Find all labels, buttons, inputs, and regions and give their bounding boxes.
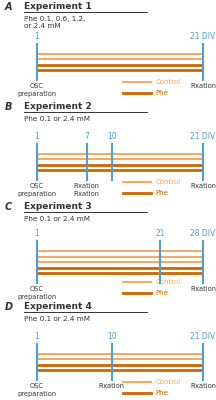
Text: B: B <box>4 102 12 112</box>
Text: Experiment 2: Experiment 2 <box>24 102 92 111</box>
Text: OSC
preparation: OSC preparation <box>17 383 56 397</box>
Text: OSC
preparation: OSC preparation <box>17 83 56 97</box>
Text: Experiment 3: Experiment 3 <box>24 202 92 211</box>
Text: Experiment 1: Experiment 1 <box>24 2 92 11</box>
Text: Control: Control <box>156 379 181 385</box>
Text: Control: Control <box>156 79 181 85</box>
Text: Fixation: Fixation <box>190 286 216 292</box>
Text: Phe 0.1 or 2.4 mM: Phe 0.1 or 2.4 mM <box>24 116 90 122</box>
Text: 1: 1 <box>34 332 39 341</box>
Text: Fixation
Fixation: Fixation Fixation <box>74 183 100 197</box>
Text: Control: Control <box>156 179 181 185</box>
Text: 10: 10 <box>107 132 116 141</box>
Text: 28 DIV: 28 DIV <box>191 229 216 238</box>
Text: Fixation: Fixation <box>190 383 216 389</box>
Text: C: C <box>4 202 11 212</box>
Text: 21 DIV: 21 DIV <box>191 32 216 41</box>
Text: 7: 7 <box>84 132 89 141</box>
Text: Experiment 4: Experiment 4 <box>24 302 92 311</box>
Text: OSC
preparation: OSC preparation <box>17 286 56 300</box>
Text: Phe 0.1 or 2.4 mM: Phe 0.1 or 2.4 mM <box>24 216 90 222</box>
Text: 1: 1 <box>34 229 39 238</box>
Text: 1: 1 <box>34 32 39 41</box>
Text: 21: 21 <box>155 229 165 238</box>
Text: Fixation: Fixation <box>98 383 125 389</box>
Text: D: D <box>4 302 13 312</box>
Text: 21 DIV: 21 DIV <box>191 332 216 341</box>
Text: 1: 1 <box>34 132 39 141</box>
Text: Phe: Phe <box>156 90 168 96</box>
Text: Phe: Phe <box>156 190 168 196</box>
Text: Phe: Phe <box>156 290 168 296</box>
Text: Phe: Phe <box>156 390 168 396</box>
Text: Fixation: Fixation <box>190 183 216 189</box>
Text: Phe 0.1, 0.6, 1.2,
or 2.4 mM: Phe 0.1, 0.6, 1.2, or 2.4 mM <box>24 16 85 29</box>
Text: Fixation: Fixation <box>190 83 216 89</box>
Text: 21 DIV: 21 DIV <box>191 132 216 141</box>
Text: A: A <box>4 2 12 12</box>
Text: OSC
preparation: OSC preparation <box>17 183 56 197</box>
Text: Phe 0.1 or 2.4 mM: Phe 0.1 or 2.4 mM <box>24 316 90 322</box>
Text: 10: 10 <box>107 332 116 341</box>
Text: Control: Control <box>156 279 181 285</box>
